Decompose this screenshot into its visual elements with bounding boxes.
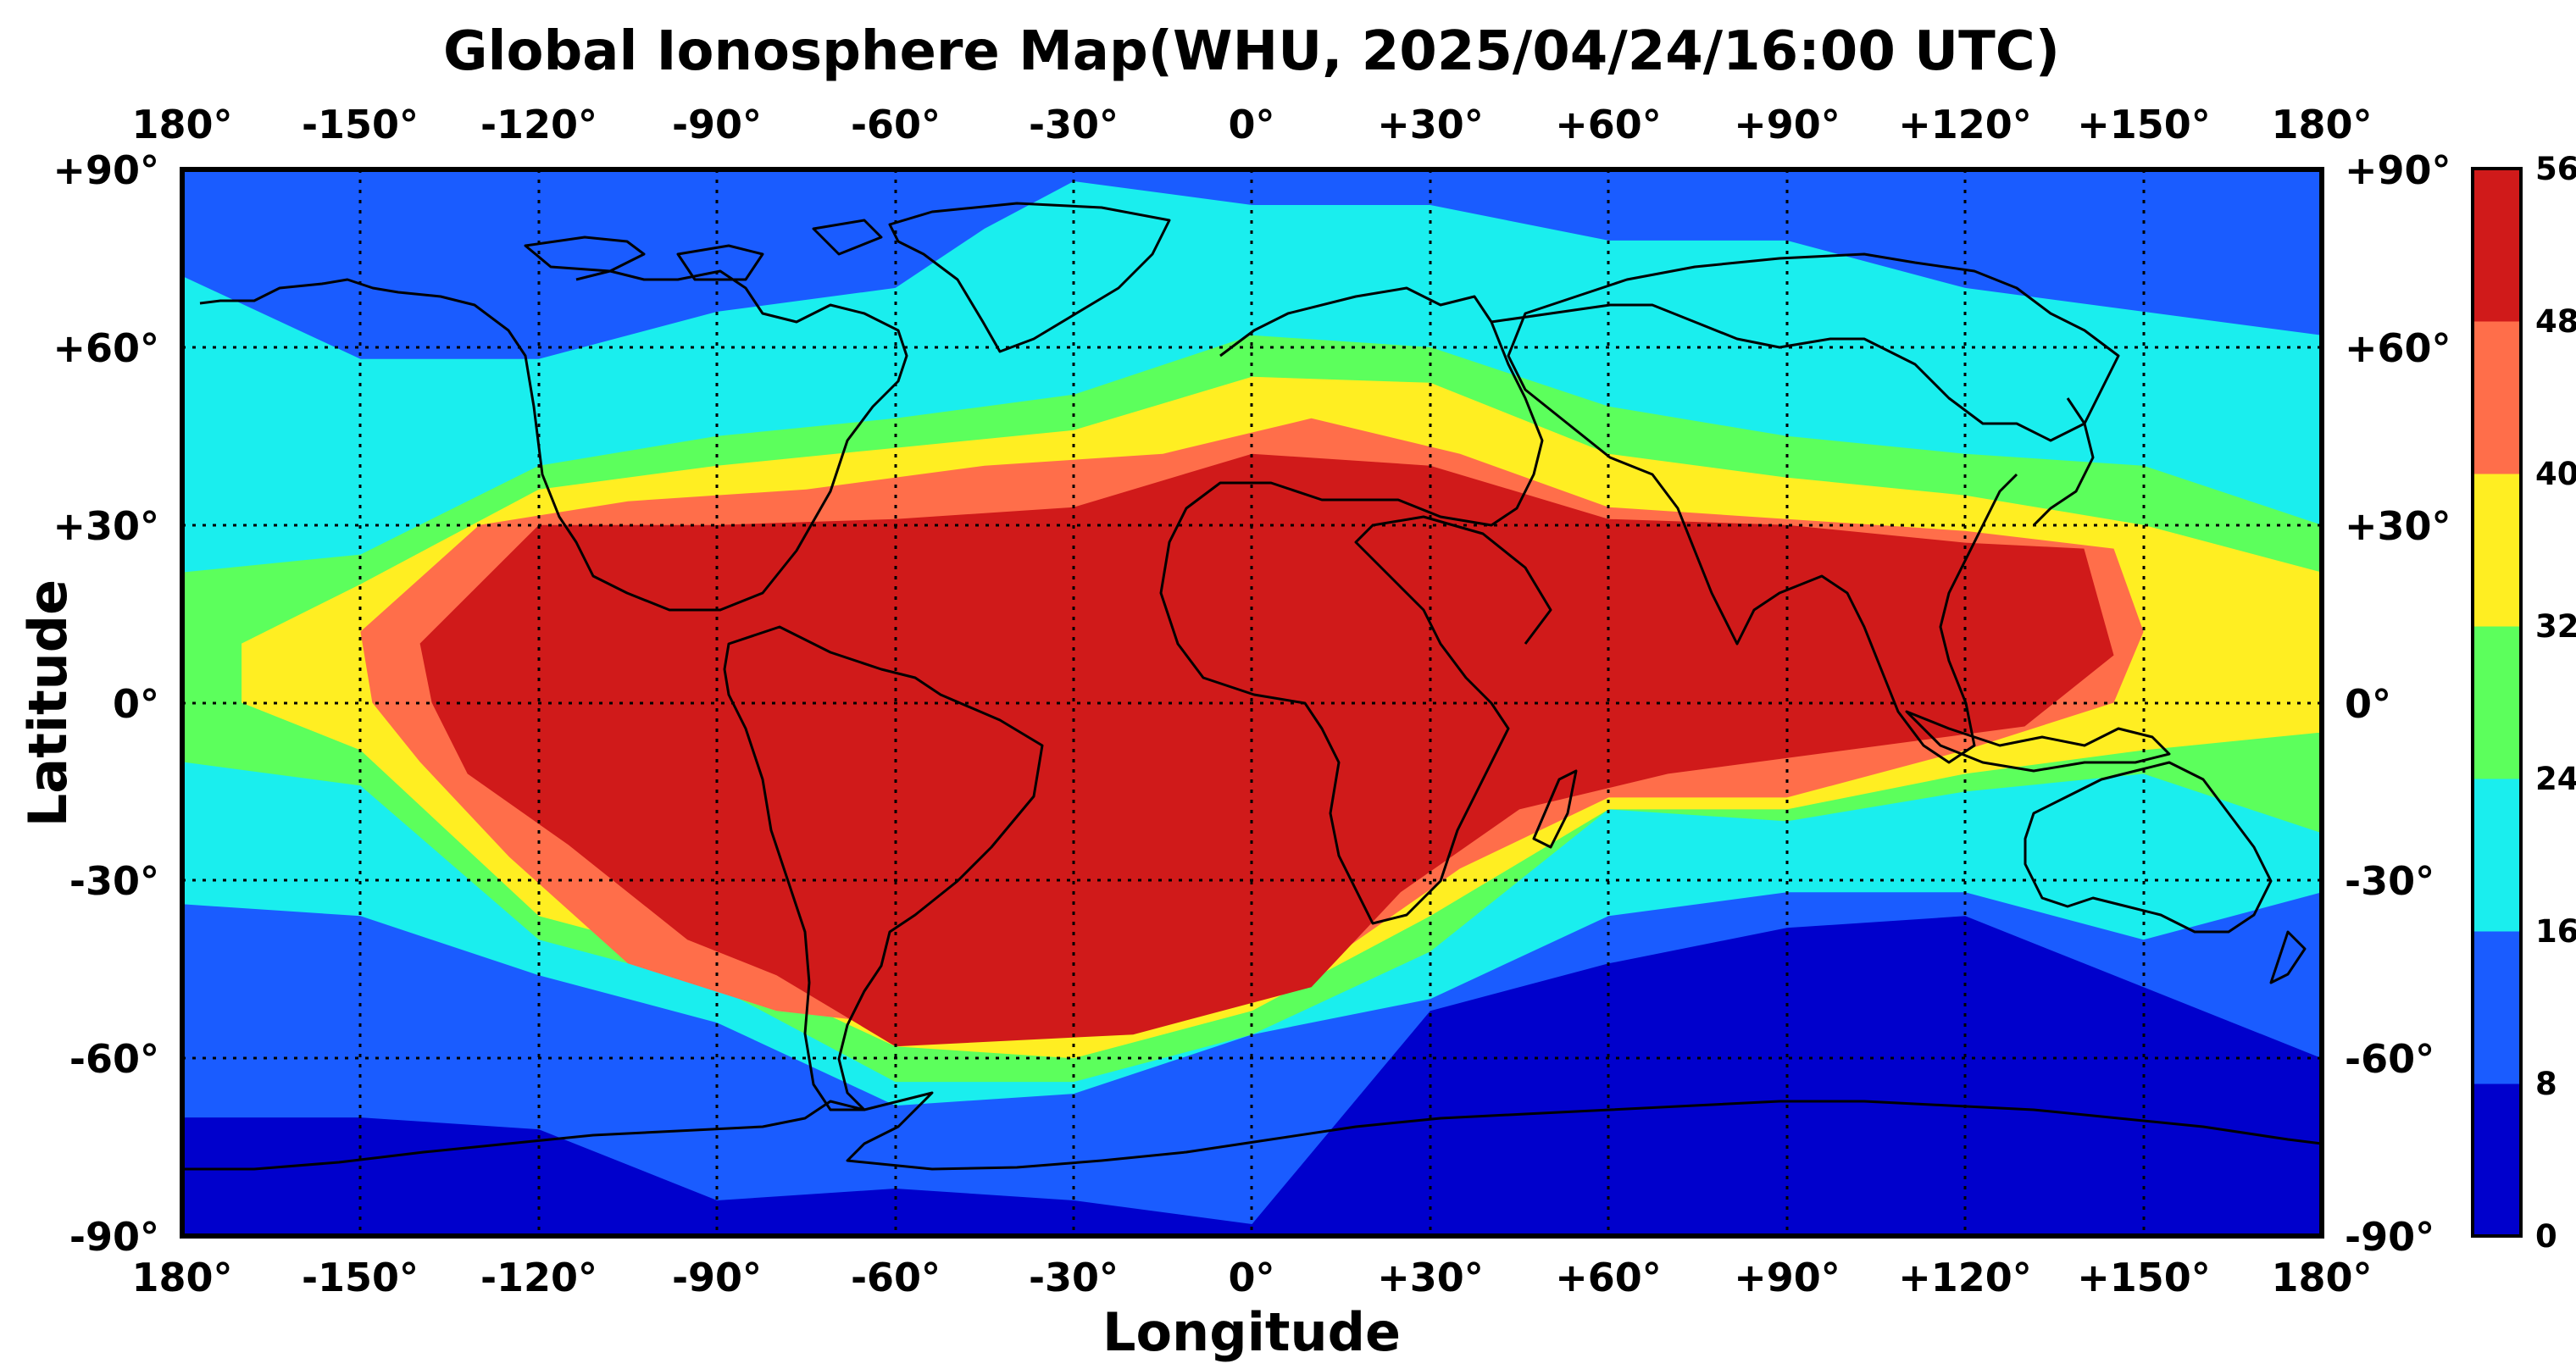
lon-tick-bottom: +90° [1734,1255,1840,1300]
lon-tick-bottom: +150° [2077,1255,2211,1300]
coastline-north-america [199,269,908,612]
lat-tick-right: 0° [2345,681,2391,727]
coastline-japan [2032,397,2095,527]
colorbar-swatch [2473,169,2521,322]
lat-tick-right: -30° [2345,858,2434,904]
colorbar-swatch [2473,1084,2521,1237]
coastline-antarctica [182,1091,2322,1171]
lon-tick-bottom: -150° [302,1255,419,1300]
lon-tick-bottom: -90° [672,1255,762,1300]
colorbar-tick-label: 24 [2535,761,2576,797]
lon-tick-top: +60° [1555,102,1662,147]
lon-tick-top: 180° [2271,102,2372,147]
lat-lon-grid [182,169,2322,1236]
lon-tick-bottom: 0° [1228,1255,1274,1300]
lon-tick-top: +30° [1377,102,1484,147]
lat-tick-left: -60° [69,1036,159,1082]
coastline-europe-africa [1159,286,1552,925]
colorbar-tick-label: 48 [2535,303,2576,340]
tec-zone-48 [419,453,2114,1047]
lon-tick-top: +150° [2077,102,2211,147]
colorbar-swatches [2473,169,2521,1237]
y-axis-title: Latitude [17,579,79,827]
colorbar-tick-label: 32 [2535,608,2576,645]
lon-tick-top: -60° [851,102,941,147]
lon-tick-top: 180° [131,102,232,147]
colorbar-tick-label: 8 [2535,1066,2557,1102]
lon-tick-bottom: 180° [131,1255,232,1300]
lon-tick-top: +90° [1734,102,1840,147]
lon-tick-bottom: -60° [851,1255,941,1300]
coastline-south-america [723,625,1044,1111]
colorbar-swatch [2473,779,2521,932]
colorbar-frame [2471,167,2523,1238]
lat-tick-left: +90° [53,147,159,193]
lat-tick-right: -90° [2345,1214,2434,1260]
plot-frame [180,167,2324,1239]
lon-tick-bottom: +60° [1555,1255,1662,1300]
lat-tick-left: +30° [53,503,159,549]
lat-tick-right: -60° [2345,1036,2434,1082]
lon-tick-top: 0° [1228,102,1274,147]
lon-tick-top: +120° [1898,102,2032,147]
lon-ticks-bottom: 180° -150° -120° -90° -60° -30° 0° +30° … [131,1255,2372,1300]
lon-ticks-top: 180° -150° -120° -90° -60° -30° 0° +30° … [131,102,2372,147]
lat-tick-left: -30° [69,858,159,904]
coastline-indonesia [1905,710,2171,773]
coastline-asia [1491,252,2120,764]
lon-tick-bottom: +30° [1377,1255,1484,1300]
colorbar-ticks: 0 8 16 24 32 40 48 56 [2535,151,2576,1255]
chart-title: Global Ionosphere Map(WHU, 2025/04/24/16… [443,20,2060,83]
coastline-new-zealand [2269,930,2307,984]
lat-tick-left: +60° [53,325,159,371]
colorbar-tick-label: 0 [2535,1218,2557,1255]
lon-tick-top: -30° [1029,102,1119,147]
lat-tick-right: +60° [2345,325,2451,371]
colorbar-tick-label: 40 [2535,456,2576,492]
lat-tick-left: -90° [69,1214,159,1260]
coastline-greenland [888,202,1171,353]
lat-tick-right: +30° [2345,503,2451,549]
colorbar-swatch [2473,931,2521,1084]
lat-ticks-left: +90° +60° +30° 0° -30° -60° -90° [53,147,159,1260]
lon-tick-bottom: 180° [2271,1255,2372,1300]
lon-tick-top: -90° [672,102,762,147]
colorbar-tick-label: 56 [2535,151,2576,187]
x-axis-title: Longitude [1102,1301,1401,1363]
lon-tick-top: -150° [302,102,419,147]
coastline-australia [2024,761,2273,934]
colorbar-swatch [2473,321,2521,474]
lat-ticks-right: +90° +60° +30° 0° -30° -60° -90° [2345,147,2451,1260]
lat-tick-right: +90° [2345,147,2451,193]
lon-tick-bottom: +120° [1898,1255,2032,1300]
colorbar: 0 8 16 24 32 40 48 56 [2471,151,2576,1255]
colorbar-swatch [2473,626,2521,779]
coastlines [182,202,2322,1171]
lat-tick-left: 0° [113,681,159,727]
lon-tick-bottom: -120° [480,1255,597,1300]
colorbar-swatch [2473,474,2521,627]
coastline-arctic-islands [524,219,883,281]
coastline-madagascar [1532,769,1578,849]
colorbar-tick-label: 16 [2535,913,2576,950]
lon-tick-top: -120° [480,102,597,147]
lon-tick-bottom: -30° [1029,1255,1119,1300]
